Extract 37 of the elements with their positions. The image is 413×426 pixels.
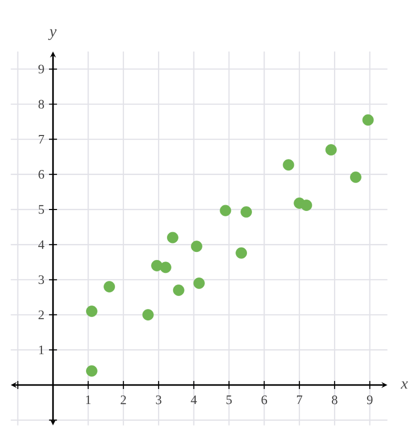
point	[193, 278, 205, 289]
y-tick-label: 5	[38, 205, 44, 214]
y-tick-label: 1	[39, 346, 44, 354]
point	[236, 247, 247, 259]
point	[160, 262, 172, 274]
x-tick-label: 1	[86, 395, 91, 404]
point	[282, 159, 294, 171]
point	[325, 144, 337, 156]
point	[220, 204, 232, 216]
point	[86, 306, 98, 317]
y-tick-label: 6	[38, 170, 44, 179]
point	[300, 200, 312, 211]
x-tick-label: 7	[297, 395, 302, 404]
x-tick-label: 2	[120, 395, 126, 404]
point	[172, 284, 184, 296]
x-tick-label: 5	[226, 395, 232, 404]
point	[104, 281, 115, 292]
point	[167, 232, 178, 244]
y-tick-label: 3	[38, 275, 44, 284]
y-tick-label: 4	[38, 240, 44, 249]
y-tick-label: 7	[38, 135, 44, 144]
point	[240, 206, 252, 218]
x-axis-title: x	[400, 381, 408, 389]
y-tick-label: 9	[38, 64, 44, 74]
point	[190, 240, 202, 252]
y-tick-label: 2	[38, 310, 44, 320]
x-tick-label: 8	[332, 396, 338, 404]
point	[142, 309, 154, 320]
y-axis-title: y	[48, 29, 57, 40]
point	[350, 172, 362, 183]
point	[362, 114, 374, 126]
point	[86, 365, 98, 377]
x-tick-label: 4	[190, 395, 197, 404]
x-tick-label: 3	[156, 395, 162, 404]
x-tick-label: 9	[366, 395, 372, 404]
x-tick-label: 6	[262, 395, 268, 404]
y-tick-label: 8	[38, 100, 44, 109]
